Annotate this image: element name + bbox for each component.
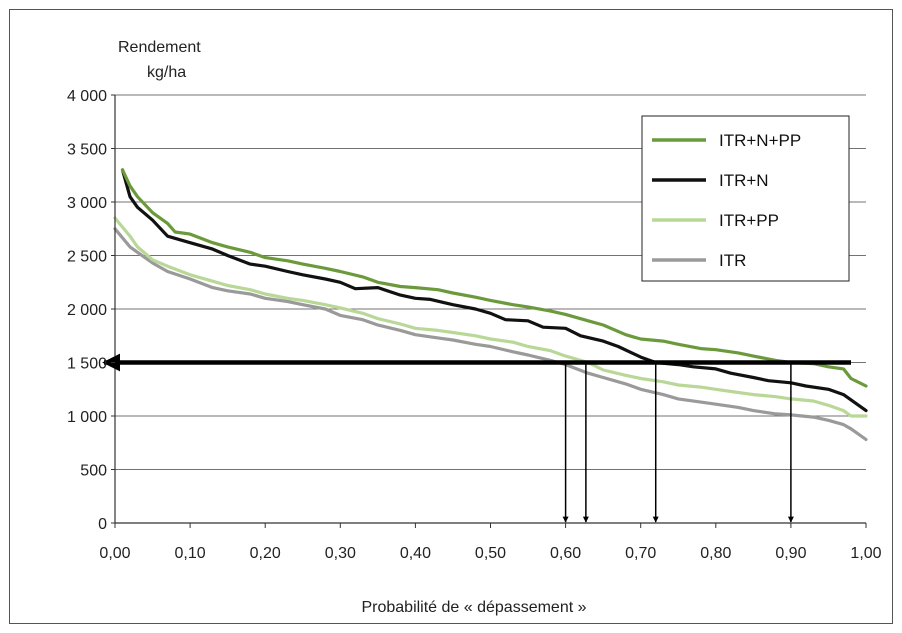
y-tick-label: 2 500 [67,249,107,266]
y-tick-label: 3 500 [67,142,107,159]
y-tick-label: 1 500 [67,356,107,373]
legend-label: ITR+N [719,171,769,190]
series-line-itr-n-pp [120,168,868,388]
y-axis-title-line2: kg/ha [147,64,186,81]
x-tick-label: 0,30 [325,545,356,562]
y-tick-label: 500 [80,463,107,480]
chart-frame [9,9,893,624]
y-tick-label: 3 000 [67,195,107,212]
y-tick-label: 2 000 [67,302,107,319]
x-tick-label: 0,90 [775,545,806,562]
x-tick-label: 0,40 [400,545,431,562]
x-tick-label: 0,60 [550,545,581,562]
y-axis-title-line1: Rendement [118,39,201,56]
series-line-itr-n [120,168,868,413]
x-tick-label: 1,00 [850,545,881,562]
series-lines [113,168,868,442]
y-tick-label: 4 000 [67,88,107,105]
legend-label: ITR+PP [719,211,779,230]
y-tick-labels: 0 500 1 000 1 500 2 000 2 500 3 000 3 500 4 000 [67,88,115,533]
series-line-itr-pp [113,216,868,418]
series-line-itr [113,227,868,442]
x-tick-label: 0,10 [175,545,206,562]
legend-label: ITR [719,251,746,270]
x-tick-label: 0,00 [99,545,130,562]
x-tick-label: 0,50 [475,545,506,562]
x-tick-label: 0,80 [700,545,731,562]
x-tick-label: 0,70 [625,545,656,562]
x-tick-label: 0,20 [250,545,281,562]
x-tick-labels: 0,00 0,10 0,20 0,30 0,40 0,50 0,60 0,70 0,80 0,90… [99,523,882,562]
x-axis-title: Probabilité de « dépassement » [361,599,586,616]
legend: ITR+N+PP ITR+N ITR+PP ITR [641,115,850,282]
y-tick-label: 0 [98,516,107,533]
legend-label: ITR+N+PP [719,131,801,150]
threshold-annotations [102,353,851,523]
legend-box [641,115,850,282]
y-tick-label: 1 000 [67,409,107,426]
